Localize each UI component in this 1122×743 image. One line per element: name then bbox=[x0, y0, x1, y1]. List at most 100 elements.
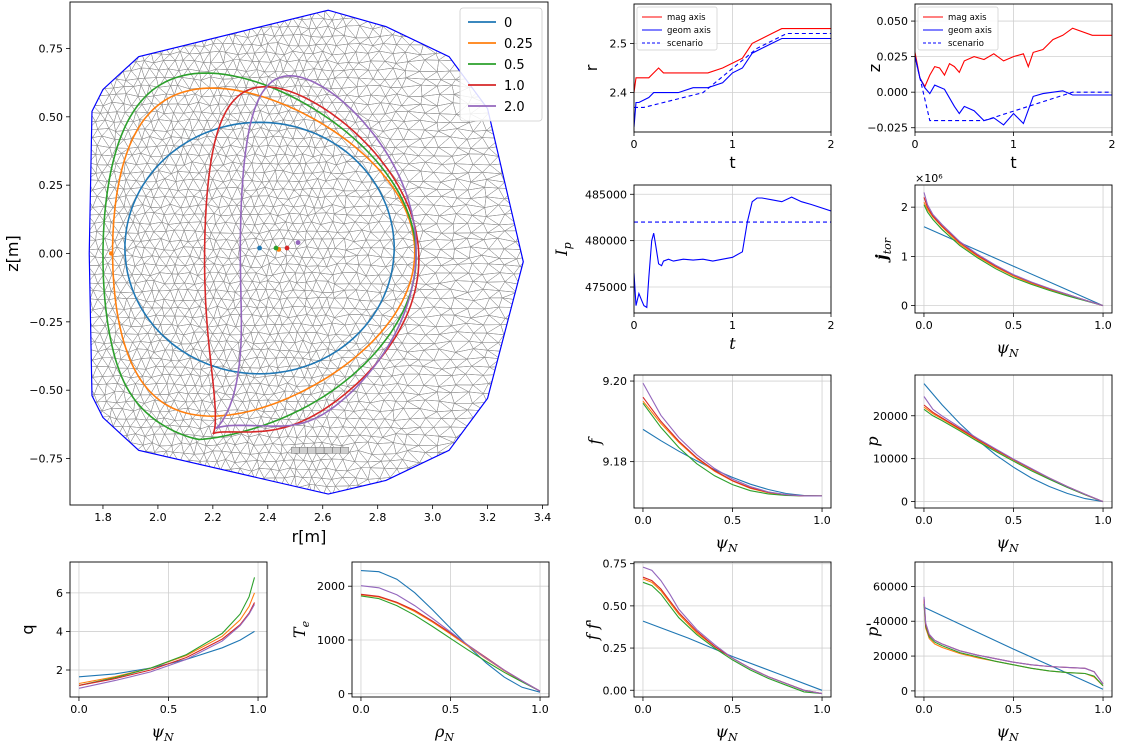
x-tick-label: 0.5 bbox=[442, 703, 460, 716]
y-axis-label: z[m] bbox=[3, 235, 22, 271]
y-tick-label: 0.50 bbox=[39, 111, 64, 124]
y-tick-label: 0.25 bbox=[603, 642, 628, 655]
x-tick-label: 0.5 bbox=[724, 514, 742, 527]
legend: mag axis geom axis scenario bbox=[917, 6, 999, 51]
y-axis-label: p' bbox=[863, 622, 882, 637]
series-line-2-0 bbox=[923, 396, 1104, 503]
y-tick-label: 0.75 bbox=[603, 558, 628, 571]
series-line-2-0 bbox=[923, 192, 1104, 307]
panel-r_t: 0 1 2 2.4 2.5 t r mag axis geom axis scenario bbox=[582, 3, 835, 172]
y-axis-label: Ip bbox=[552, 242, 574, 256]
y-tick-label: 0.000 bbox=[877, 86, 909, 99]
series-line-2-0 bbox=[642, 566, 823, 695]
y-tick-label: 10000 bbox=[873, 453, 908, 466]
y-axis-label: q bbox=[18, 624, 37, 634]
series-line-1-0 bbox=[78, 602, 255, 686]
y-tick-label: 480000 bbox=[585, 235, 627, 248]
y-tick-label: 485000 bbox=[585, 188, 627, 201]
panel-pprime: 0.0 0.5 1.0 0 20000 40000 60000 ψN p' bbox=[863, 561, 1113, 743]
x-tick-label: 2.2 bbox=[204, 511, 222, 524]
x-tick-label: 0.0 bbox=[634, 514, 652, 527]
y-tick-label: −0.75 bbox=[29, 453, 63, 466]
legend-label: 1.0 bbox=[504, 79, 525, 94]
legend-label: 0.5 bbox=[504, 58, 525, 73]
panel-p: 0.0 0.5 1.0 0 10000 20000 ψN p bbox=[863, 374, 1113, 555]
x-axis-label: ψN bbox=[715, 722, 738, 743]
series-line-geom-axis bbox=[915, 56, 1112, 126]
series-line-0 bbox=[923, 383, 1104, 503]
legend-label: mag axis bbox=[667, 13, 706, 23]
y-tick-label: 0.050 bbox=[877, 15, 909, 28]
axes-frame bbox=[914, 374, 1113, 509]
series-line-2-0 bbox=[78, 604, 255, 689]
legend: 0 0.25 0.5 1.0 2.0 bbox=[459, 7, 543, 122]
series-line-0-5 bbox=[923, 603, 1104, 687]
x-tick-label: 3.4 bbox=[534, 511, 552, 524]
legend-box bbox=[459, 7, 543, 122]
x-tick-label: 0.5 bbox=[1005, 319, 1023, 332]
axes-frame bbox=[914, 561, 1113, 698]
y-tick-label: 20000 bbox=[873, 410, 908, 423]
y-axis-label: Te bbox=[290, 620, 312, 638]
x-tick-label: 2.4 bbox=[259, 511, 277, 524]
legend-box bbox=[636, 6, 718, 51]
x-tick-label: 1 bbox=[729, 319, 736, 332]
y-tick-label: 1 bbox=[901, 250, 908, 263]
x-tick-label: 3.0 bbox=[424, 511, 442, 524]
panel-f: 0.0 0.5 1.0 9.18 9.20 ψN f bbox=[585, 374, 832, 555]
panel-te: 0.0 0.5 1.0 0 1000 2000 ρN Te bbox=[290, 561, 550, 743]
y-tick-label: 0.025 bbox=[877, 51, 909, 64]
y-axis-label: r bbox=[582, 64, 601, 71]
flux-surface-0 bbox=[124, 121, 395, 375]
series-line-scenario bbox=[634, 32, 831, 108]
legend-label: scenario bbox=[667, 39, 703, 49]
y-tick-label: 2.5 bbox=[610, 37, 628, 50]
x-axis-label: t bbox=[1010, 153, 1016, 172]
y-tick-label: 2.4 bbox=[610, 87, 628, 100]
magnetic-axis-marker bbox=[257, 245, 262, 251]
y-axis-label: p bbox=[863, 436, 882, 446]
axes-frame bbox=[633, 374, 832, 509]
coil-block bbox=[315, 447, 325, 454]
series-line-2-0 bbox=[642, 382, 822, 497]
flux-surface-0-5 bbox=[102, 72, 417, 441]
panel-q: 0.0 0.5 1.0 2 4 6 ψN q bbox=[18, 561, 268, 743]
y-axis-label: f f' bbox=[583, 619, 602, 641]
series-line-geom-axis bbox=[634, 37, 831, 128]
legend-label: 0 bbox=[504, 16, 512, 31]
series-line-scenario bbox=[915, 56, 1112, 122]
panel-z_t: 0 1 2 −0.025 0.000 0.025 0.050 t z mag axis geom a… bbox=[865, 3, 1116, 172]
x-tick-label: 0 bbox=[912, 138, 919, 151]
series-line-0-5 bbox=[78, 577, 256, 686]
y-tick-label: 2 bbox=[901, 201, 908, 214]
mesh-triangles bbox=[89, 10, 524, 495]
y-tick-label: 1000 bbox=[317, 634, 345, 647]
axes-frame bbox=[351, 561, 550, 698]
x-tick-label: 2.6 bbox=[314, 511, 332, 524]
coil-block bbox=[307, 447, 316, 454]
x-axis-label: t bbox=[729, 153, 735, 172]
series-line-0 bbox=[923, 606, 1104, 690]
y-tick-label: 9.18 bbox=[603, 456, 628, 469]
series-line-0-5 bbox=[642, 581, 823, 695]
x-tick-label: 0.5 bbox=[1005, 703, 1023, 716]
x-tick-label: 0 bbox=[631, 319, 638, 332]
x-axis-label: ψN bbox=[996, 722, 1019, 743]
x-tick-label: 1.8 bbox=[94, 511, 112, 524]
y-tick-label: 0.75 bbox=[39, 42, 64, 55]
y-tick-label: 0 bbox=[338, 688, 345, 701]
panel-ip_t: 0 1 2 475000 480000 485000 t Ip bbox=[552, 184, 835, 353]
axes-frame bbox=[69, 561, 268, 698]
panel-mesh: 1.8 2.0 2.2 2.4 2.6 2.8 3.0 3.2 3.4 −0.75 −0.50 −0.… bbox=[3, 1, 552, 546]
x-tick-label: 2.8 bbox=[369, 511, 387, 524]
x-tick-label: 1.0 bbox=[813, 703, 831, 716]
flux-surface-2-0 bbox=[215, 74, 417, 430]
x-tick-label: 1.0 bbox=[531, 703, 549, 716]
legend-label: 0.25 bbox=[504, 37, 533, 52]
x-tick-label: 1 bbox=[729, 138, 736, 151]
panel-ffprime: 0.0 0.5 1.0 0.00 0.25 0.50 0.75 ψN f f' bbox=[583, 558, 832, 743]
x-tick-label: 0.0 bbox=[70, 703, 88, 716]
series-line-0 bbox=[360, 570, 541, 693]
coil-block bbox=[340, 447, 349, 454]
